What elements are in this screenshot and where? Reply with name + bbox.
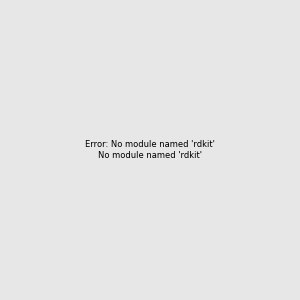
Text: Error: No module named 'rdkit'
No module named 'rdkit': Error: No module named 'rdkit' No module… <box>85 140 215 160</box>
